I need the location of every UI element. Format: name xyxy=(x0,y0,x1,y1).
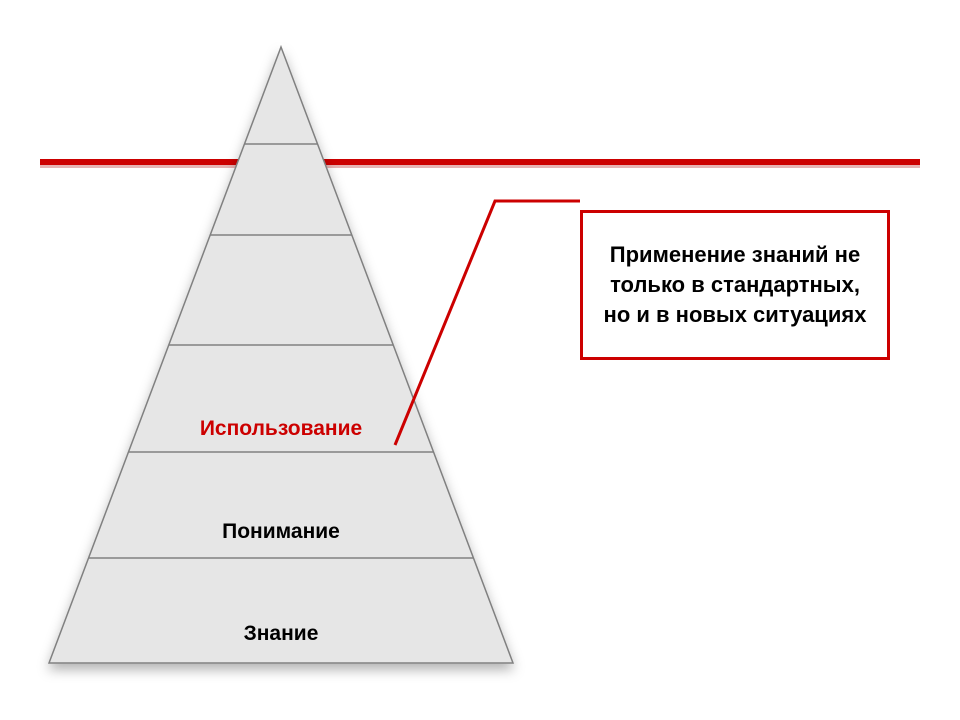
diagram-svg: Использование Понимание Знание xyxy=(0,0,960,720)
callout-text: Применение знаний не только в стандартны… xyxy=(595,240,875,329)
pyramid xyxy=(49,47,513,663)
pyramid-label-3: Знание xyxy=(244,622,319,645)
callout-connector xyxy=(395,201,580,445)
callout-box: Применение знаний не только в стандартны… xyxy=(580,210,890,360)
pyramid-label-1: Использование xyxy=(200,417,362,440)
diagram-stage: Использование Понимание Знание Применение … xyxy=(0,0,960,720)
pyramid-label-2: Понимание xyxy=(222,520,340,543)
